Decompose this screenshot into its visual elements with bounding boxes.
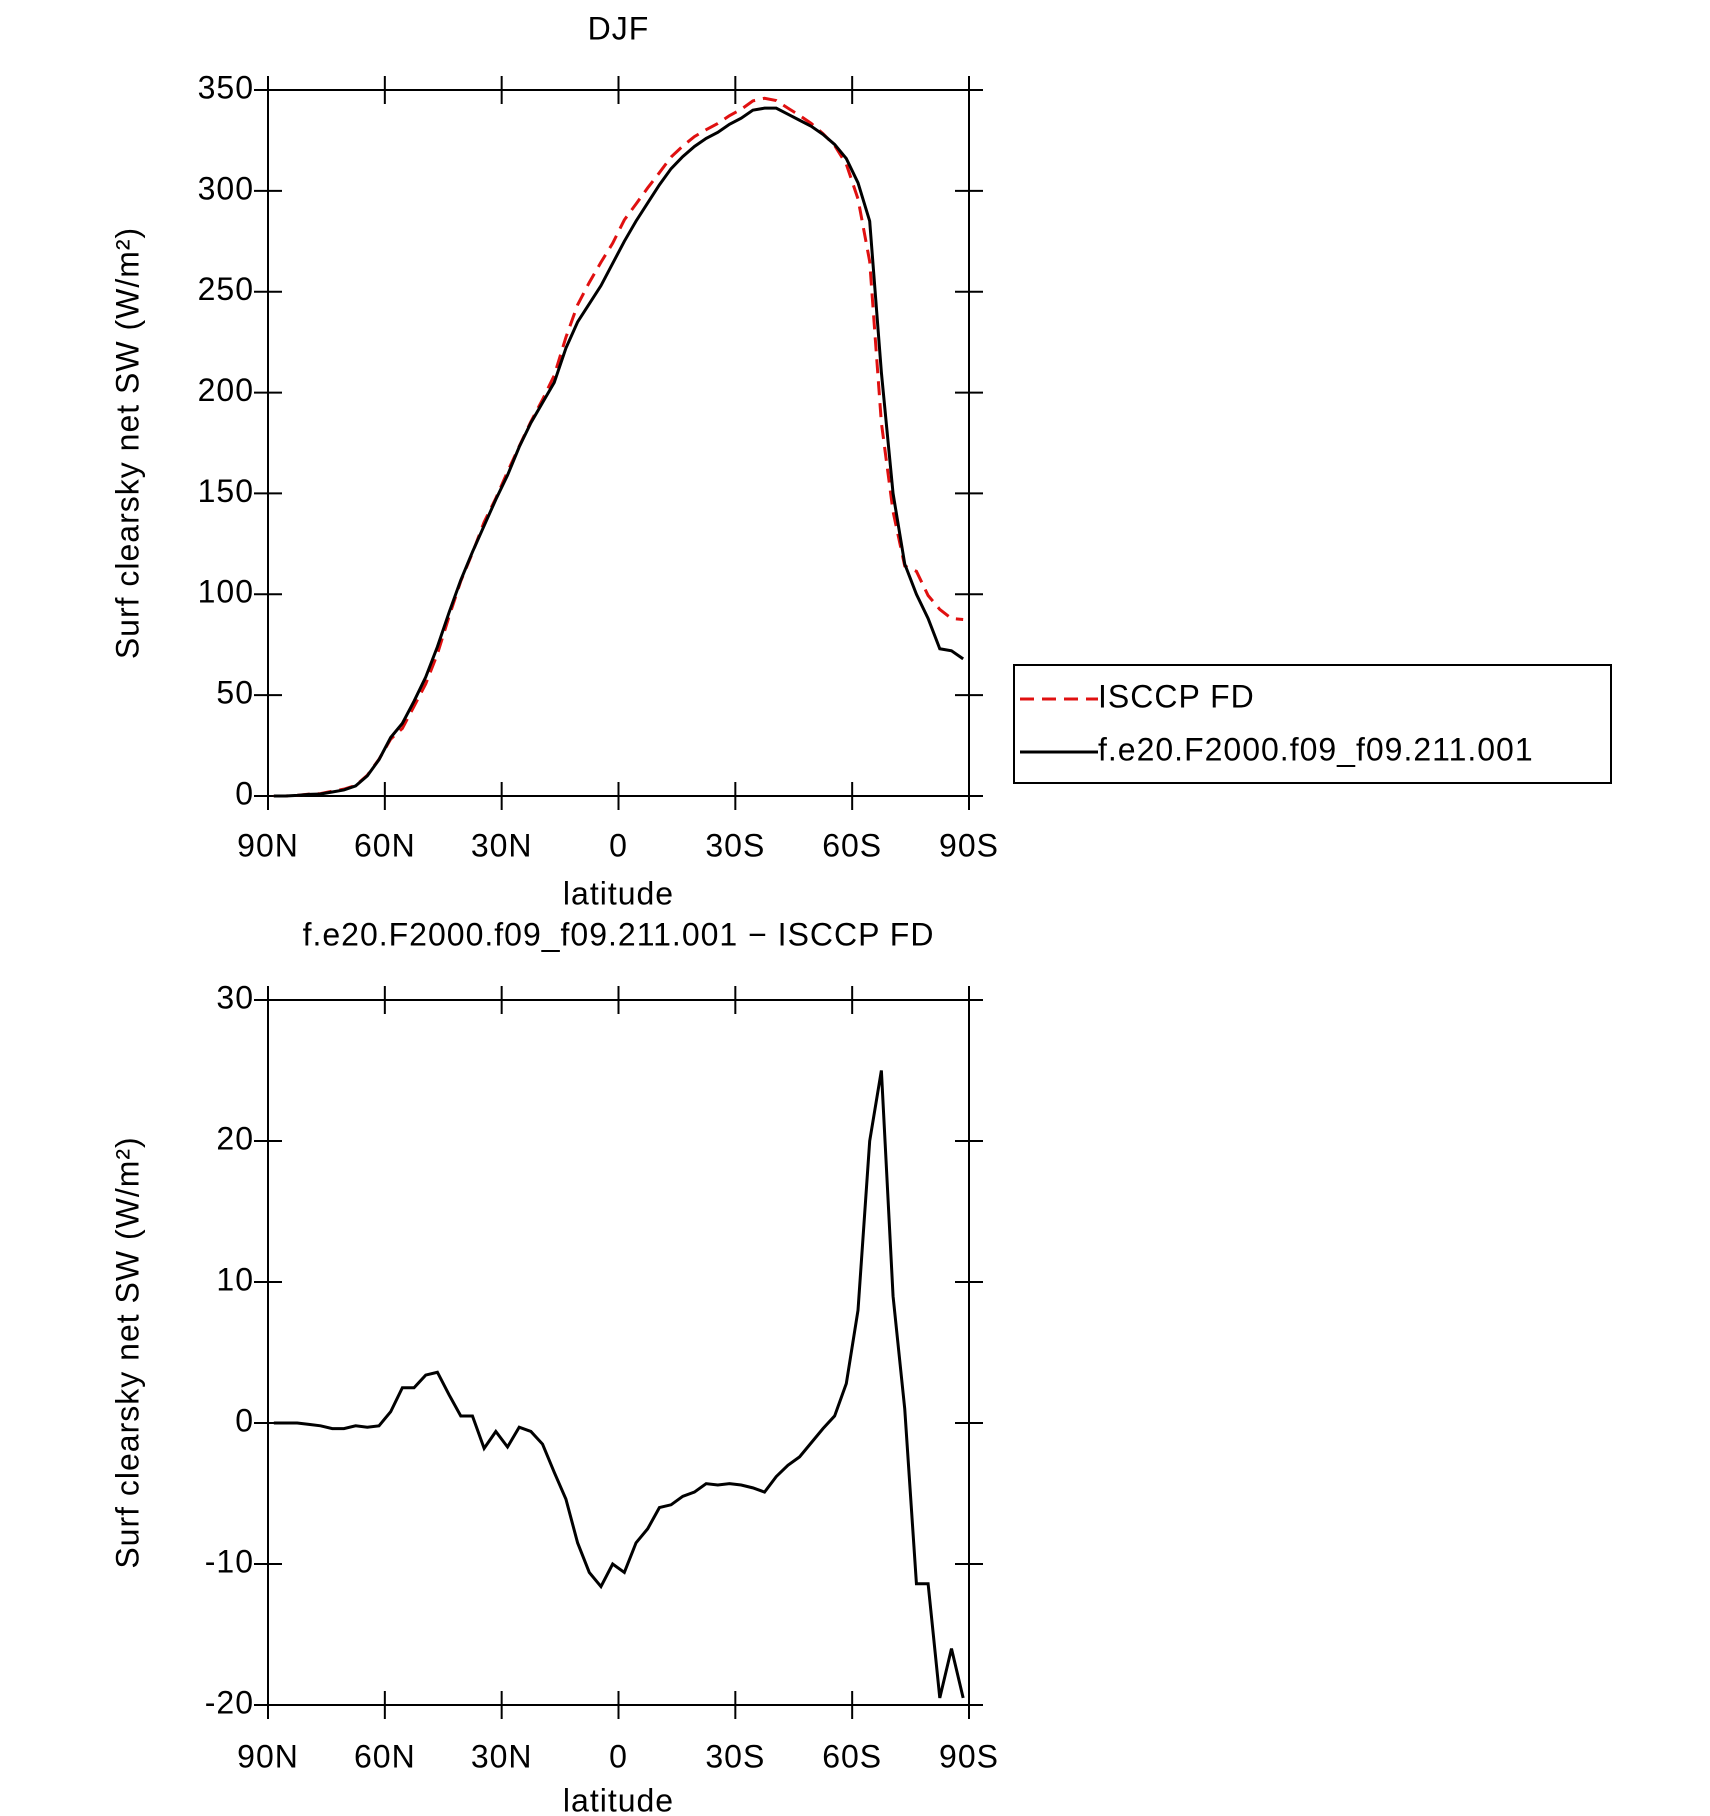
y-axis-label: Surf clearsky net SW (W/m²) — [109, 227, 145, 659]
plot-frame — [267, 89, 970, 797]
plot-frame — [267, 999, 970, 1706]
legend-label: ISCCP FD — [1098, 678, 1255, 714]
x-tick-label: 90S — [939, 827, 999, 863]
x-tick-label: 30N — [471, 1738, 533, 1774]
data-line — [273, 1070, 965, 1699]
data-line — [273, 96, 964, 798]
x-tick-label: 30S — [705, 827, 765, 863]
y-tick-label: 0 — [235, 775, 254, 811]
y-tick-label: 100 — [198, 574, 254, 610]
y-tick-label: 0 — [235, 1402, 254, 1438]
x-axis-label: latitude — [563, 1782, 674, 1816]
x-axis-label: latitude — [563, 875, 674, 911]
y-tick-label: -20 — [205, 1684, 254, 1720]
x-tick-label: 30S — [705, 1738, 765, 1774]
x-tick-label: 90S — [939, 1738, 999, 1774]
y-tick-label: 10 — [216, 1261, 254, 1297]
y-tick-label: 50 — [216, 675, 254, 711]
x-tick-label: 90N — [237, 1738, 299, 1774]
y-axis-label: Surf clearsky net SW (W/m²) — [109, 1136, 145, 1568]
x-tick-label: 60S — [822, 827, 882, 863]
chart-title: DJF — [588, 10, 650, 46]
x-tick-label: 60N — [354, 827, 416, 863]
y-tick-label: 150 — [198, 473, 254, 509]
y-tick-label: 350 — [198, 69, 254, 105]
y-tick-label: 250 — [198, 271, 254, 307]
x-tick-label: 30N — [471, 827, 533, 863]
legend-box — [1013, 664, 1612, 784]
y-tick-label: 300 — [198, 170, 254, 206]
chart-title: f.e20.F2000.f09_f09.211.001 − ISCCP FD — [303, 916, 935, 952]
x-tick-label: 0 — [609, 827, 628, 863]
x-tick-label: 90N — [237, 827, 299, 863]
y-tick-label: 200 — [198, 372, 254, 408]
x-tick-label: 60N — [354, 1738, 416, 1774]
y-tick-label: 20 — [216, 1120, 254, 1156]
y-tick-label: 30 — [216, 979, 254, 1015]
data-line — [273, 106, 965, 798]
x-tick-label: 60S — [822, 1738, 882, 1774]
legend-label: f.e20.F2000.f09_f09.211.001 — [1098, 731, 1534, 767]
x-tick-label: 0 — [609, 1738, 628, 1774]
y-tick-label: -10 — [205, 1543, 254, 1579]
